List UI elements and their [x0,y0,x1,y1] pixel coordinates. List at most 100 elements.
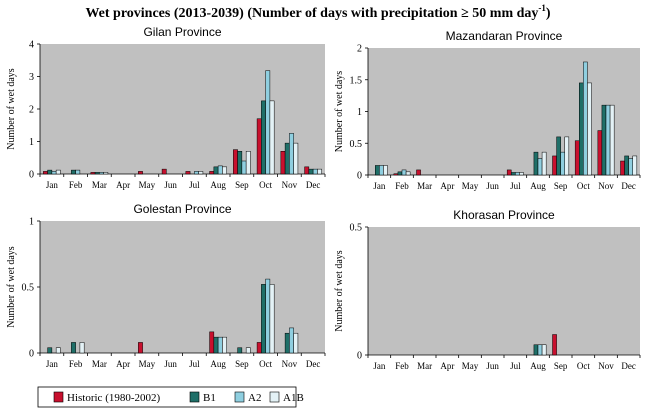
y-tick-label: 0.5 [350,223,363,234]
bar-historic-1980-2002 [506,169,512,176]
legend-box [37,386,297,408]
x-tick-label: May [462,181,479,191]
bar-b1 [237,347,243,354]
bar-historic-1980-2002 [416,169,421,176]
x-tick-label: Dec [621,361,636,371]
x-tick-label: Nov [598,361,614,371]
x-tick-label: Apr [440,181,454,191]
x-tick-label: Jan [46,180,58,190]
bar-a2 [537,158,543,176]
bar-a2 [289,327,294,354]
plot-area [40,44,325,174]
bar-a2 [537,344,543,356]
x-tick-label: Nov [282,359,298,369]
x-tick-label: Feb [69,180,83,190]
bar-a2 [75,169,81,175]
bar-historic-1980-2002 [304,166,310,175]
x-tick-label: Jan [46,359,58,369]
legend: Historic (1980-2002) B1 A2 A1B [37,386,304,408]
bar-a1b [317,168,322,175]
bar-historic-1980-2002 [552,155,557,176]
y-axis-label: Number of wet days [6,68,17,149]
bar-b1 [213,336,219,354]
bar-a1b [519,172,524,176]
legend-swatch-historic-1980-2002 [53,391,64,403]
bar-a2 [99,172,104,175]
y-axis-label: Number of wet days [6,246,17,327]
x-tick-label: Mar [92,359,107,369]
x-tick-label: Oct [577,181,590,191]
x-tick-label: Mar [92,180,107,190]
bar-a1b [405,171,411,176]
y-tick-label: 2 [357,44,362,55]
bar-a2 [217,336,223,354]
bar-a1b [293,142,299,175]
x-tick-label: Sep [235,359,249,369]
legend-swatch-b1 [189,391,200,403]
bar-a1b [55,347,61,354]
bar-a2 [217,165,223,175]
y-tick-label: 0 [357,171,362,182]
bar-b1 [533,151,539,176]
bar-b1 [261,284,266,354]
chart-panels: Gilan Province 0 1 2 3 4 Number of wet days Jan… [6,25,641,371]
y-tick-label: 0.5 [350,139,363,150]
chart-title: Gilan Province [143,25,221,39]
x-tick-label: Sep [554,361,568,371]
bar-b1 [47,347,53,354]
bar-b1 [624,155,629,176]
bar-b1 [94,172,100,175]
legend-swatch-a2 [234,391,245,403]
bar-historic-1980-2002 [574,140,580,176]
bar-historic-1980-2002 [280,151,286,175]
y-tick-label: 4 [29,40,34,51]
bar-a2 [194,171,199,175]
legend-label-a2: A2 [248,392,261,404]
bar-a2 [241,160,247,175]
x-tick-label: Oct [259,359,272,369]
y-tick-label: 1 [29,137,34,148]
plot-area [368,227,640,355]
figure-title: Wet provinces (2013-2039) (Number of day… [85,3,550,21]
x-tick-label: Sep [235,180,249,190]
figure-title-end: ) [546,6,551,21]
x-tick-label: Feb [395,181,409,191]
x-tick-label: Dec [306,359,321,369]
bar-a1b [541,151,547,176]
bar-a1b [541,344,547,356]
bar-a2 [379,165,384,176]
x-tick-label: Dec [621,181,636,191]
bar-historic-1980-2002 [256,342,262,354]
plot-area [368,48,640,175]
bar-b1 [237,151,243,175]
bar-historic-1980-2002 [209,331,215,354]
x-tick-label: Aug [210,180,226,190]
x-tick-label: Jun [164,180,177,190]
chart-mazandaran-province: Mazandaran Province 0 0.5 1 1.5 2 Number of we… [334,29,641,191]
bar-historic-1980-2002 [90,172,96,175]
x-tick-label: Jun [164,359,177,369]
chart-gilan-province: Gilan Province 0 1 2 3 4 Number of wet days Jan… [6,25,326,190]
x-tick-label: Mar [417,361,432,371]
x-tick-label: Jun [486,361,499,371]
bar-a2 [583,61,588,176]
y-tick-label: 0 [29,170,34,181]
bar-a2 [265,70,271,175]
x-tick-label: Jul [510,181,521,191]
bar-historic-1980-2002 [552,334,557,356]
bar-historic-1980-2002 [233,149,238,175]
chart-title: Khorasan Province [453,208,555,222]
x-tick-label: Jan [373,181,385,191]
legend-label-a1b: A1B [283,392,304,404]
bar-a2 [401,169,407,176]
bar-a1b [609,104,615,176]
bar-b1 [375,165,380,176]
chart-title: Mazandaran Province [446,29,563,43]
bar-a1b [269,100,275,175]
y-axis-label: Number of wet days [334,71,345,152]
x-tick-label: Aug [530,361,546,371]
x-tick-label: Jun [486,181,499,191]
bar-historic-1980-2002 [185,171,191,175]
bar-a2 [605,104,611,176]
